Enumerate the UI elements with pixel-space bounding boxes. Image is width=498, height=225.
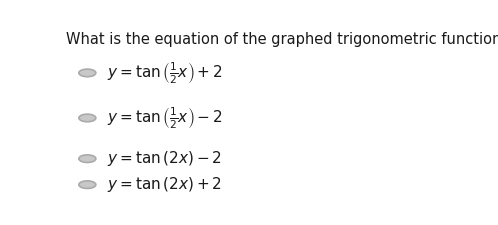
Text: $y = \tan\left(2x\right)+2$: $y = \tan\left(2x\right)+2$: [107, 175, 222, 194]
Text: $y = \tan\left(2x\right)-2$: $y = \tan\left(2x\right)-2$: [107, 149, 222, 168]
Circle shape: [79, 114, 96, 122]
Circle shape: [79, 155, 96, 162]
Circle shape: [79, 69, 96, 77]
Text: $y = \tan\left(\frac{1}{2}x\right)+2$: $y = \tan\left(\frac{1}{2}x\right)+2$: [107, 60, 223, 86]
Text: $y = \tan\left(\frac{1}{2}x\right)-2$: $y = \tan\left(\frac{1}{2}x\right)-2$: [107, 105, 223, 131]
Circle shape: [79, 181, 96, 189]
Text: What is the equation of the graphed trigonometric function?: What is the equation of the graphed trig…: [66, 32, 498, 47]
